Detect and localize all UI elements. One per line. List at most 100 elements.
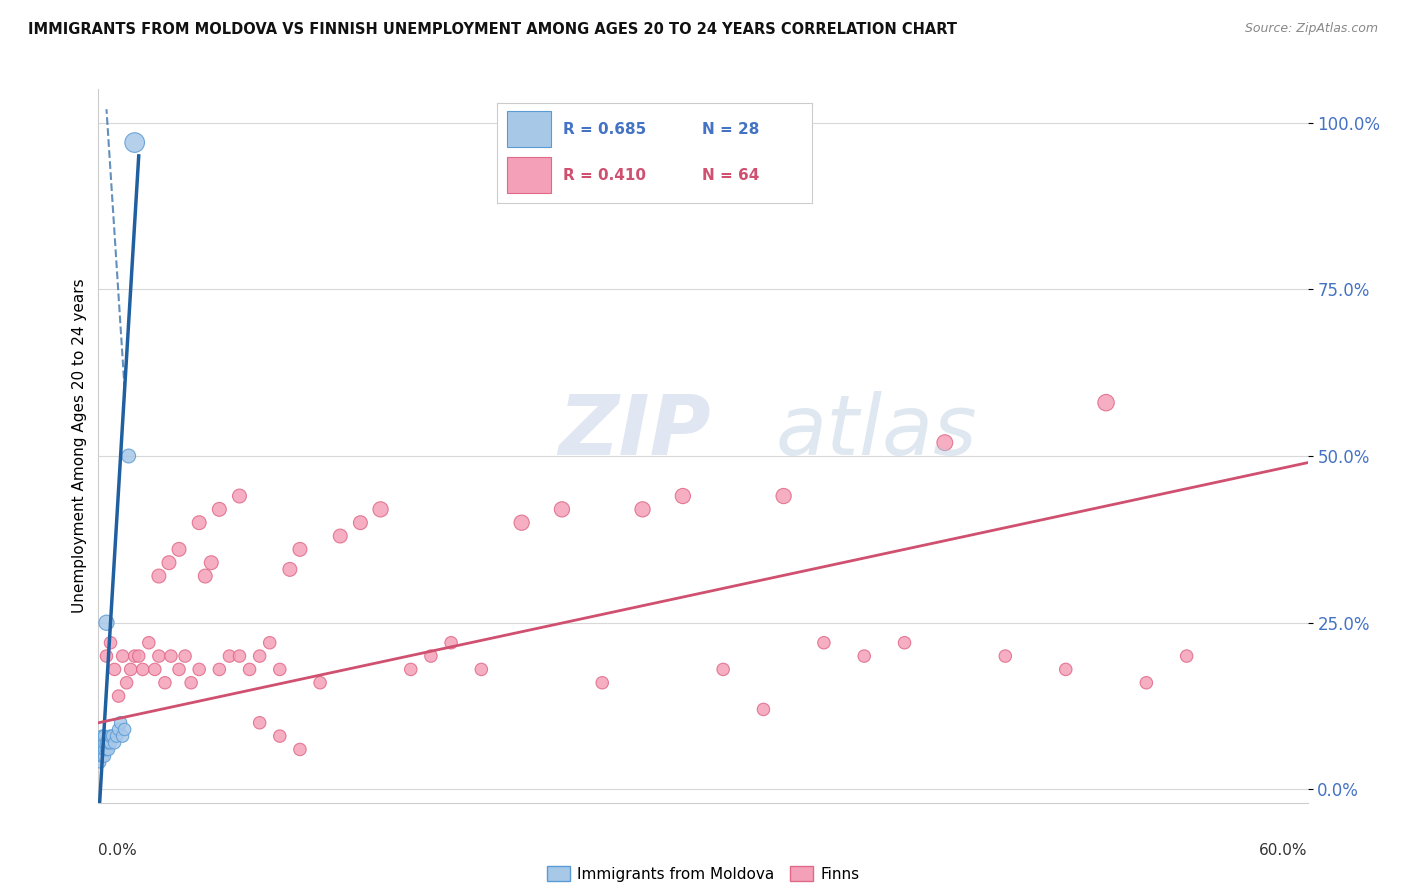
Point [752,702,775,716]
Point [772,489,794,503]
Point [370,502,392,516]
Point [96,742,118,756]
Point [419,649,441,664]
Point [188,516,211,530]
Point [91,742,114,756]
Point [180,675,202,690]
Point [194,569,217,583]
Point [157,556,180,570]
Point [105,729,128,743]
Point [118,449,141,463]
Point [167,542,190,557]
Point [470,662,492,676]
Point [93,742,115,756]
Y-axis label: Unemployment Among Ages 20 to 24 years: Unemployment Among Ages 20 to 24 years [72,278,87,614]
Point [672,489,695,503]
Point [349,516,371,530]
Point [218,649,240,664]
Point [96,615,118,630]
Point [103,662,125,676]
Point [288,742,311,756]
Point [153,675,176,690]
Point [91,736,114,750]
Point [249,715,271,730]
Point [128,649,150,664]
Point [100,729,122,743]
Point [89,742,111,756]
Point [994,649,1017,664]
Point [228,649,250,664]
Point [97,742,120,756]
Point [101,729,124,743]
Legend: Immigrants from Moldova, Finns: Immigrants from Moldova, Finns [540,860,866,888]
Point [711,662,734,676]
Point [259,636,281,650]
Point [111,729,134,743]
Point [138,636,160,650]
Point [89,736,111,750]
Point [893,636,915,650]
Point [329,529,352,543]
Point [1095,395,1118,409]
Point [278,562,301,576]
Point [188,662,211,676]
Point [288,542,311,557]
Text: atlas: atlas [776,392,977,472]
Point [115,675,138,690]
Point [124,136,146,150]
Point [269,729,291,743]
Text: 60.0%: 60.0% [1260,843,1308,858]
Point [91,749,114,764]
Point [934,435,956,450]
Point [167,662,190,676]
Point [93,736,115,750]
Point [100,736,122,750]
Point [96,736,118,750]
Point [96,649,118,664]
Point [89,756,111,770]
Point [111,649,134,664]
Point [107,723,129,737]
Point [97,736,120,750]
Point [120,662,142,676]
Point [148,649,170,664]
Point [208,662,231,676]
Point [114,723,136,737]
Point [399,662,422,676]
Point [93,749,115,764]
Point [91,729,114,743]
Point [148,569,170,583]
Point [143,662,166,676]
Point [110,715,132,730]
Point [269,662,291,676]
Point [93,729,115,743]
Point [1175,649,1198,664]
Point [103,736,125,750]
Text: 0.0%: 0.0% [98,843,138,858]
Point [853,649,876,664]
Point [440,636,463,650]
Point [239,662,262,676]
Point [249,649,271,664]
Point [107,689,129,703]
Point [510,516,533,530]
Point [551,502,574,516]
Point [813,636,835,650]
Point [160,649,183,664]
Point [200,556,222,570]
Text: ZIP: ZIP [558,392,710,472]
Point [631,502,654,516]
Point [132,662,155,676]
Point [89,749,111,764]
Text: Source: ZipAtlas.com: Source: ZipAtlas.com [1244,22,1378,36]
Point [1135,675,1157,690]
Point [309,675,332,690]
Point [100,636,122,650]
Point [1054,662,1077,676]
Point [208,502,231,516]
Point [228,489,250,503]
Point [174,649,197,664]
Point [591,675,613,690]
Point [124,649,146,664]
Text: IMMIGRANTS FROM MOLDOVA VS FINNISH UNEMPLOYMENT AMONG AGES 20 TO 24 YEARS CORREL: IMMIGRANTS FROM MOLDOVA VS FINNISH UNEMP… [28,22,957,37]
